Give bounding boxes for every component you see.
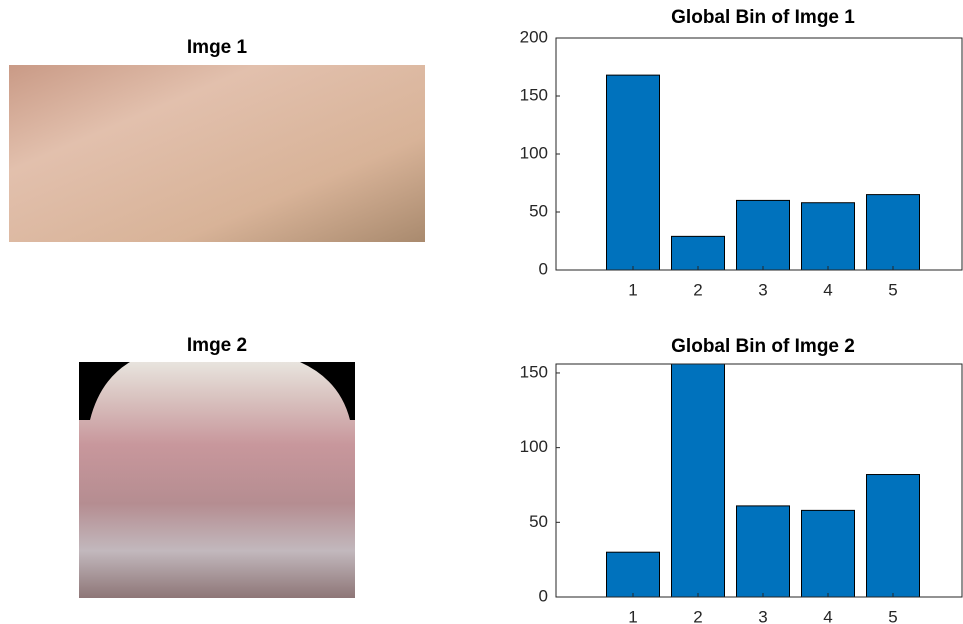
x-tick-label: 2: [693, 280, 702, 299]
x-tick-label: 1: [628, 280, 637, 299]
figure: Imge 1 Imge 2 Global Bin of Imge 1123450…: [0, 0, 963, 624]
bar: [737, 506, 790, 597]
y-tick-label: 150: [520, 85, 548, 104]
bar: [672, 236, 725, 270]
y-tick-label: 50: [529, 201, 548, 220]
image-title: Imge 2: [187, 335, 247, 356]
bars: [607, 75, 920, 270]
x-tick-label: 4: [823, 607, 832, 624]
bar: [737, 200, 790, 270]
y-tick-label: 200: [520, 27, 548, 46]
image: [79, 362, 355, 598]
x-tick-label: 3: [758, 607, 767, 624]
y-tick-label: 50: [529, 512, 548, 531]
y-tick-label: 100: [520, 437, 548, 456]
x-tick-label: 4: [823, 280, 832, 299]
image-title: Imge 1: [187, 37, 248, 58]
chart-title: Global Bin of Imge 2: [671, 336, 855, 357]
x-tick-label: 2: [693, 607, 702, 624]
y-tick-label: 150: [520, 362, 548, 381]
x-tick-label: 1: [628, 607, 637, 624]
bar: [802, 203, 855, 270]
x-tick-label: 5: [888, 607, 897, 624]
bars: [607, 358, 920, 597]
bar: [802, 510, 855, 597]
y-tick-label: 0: [539, 259, 548, 278]
bar: [607, 75, 660, 270]
y-tick-label: 100: [520, 143, 548, 162]
bar: [607, 552, 660, 597]
bar: [672, 358, 725, 597]
bar: [867, 475, 920, 597]
image: [9, 65, 425, 242]
x-tick-label: 3: [758, 280, 767, 299]
x-tick-label: 5: [888, 280, 897, 299]
y-tick-label: 0: [539, 586, 548, 605]
chart-title: Global Bin of Imge 1: [671, 7, 855, 28]
bar: [867, 195, 920, 270]
